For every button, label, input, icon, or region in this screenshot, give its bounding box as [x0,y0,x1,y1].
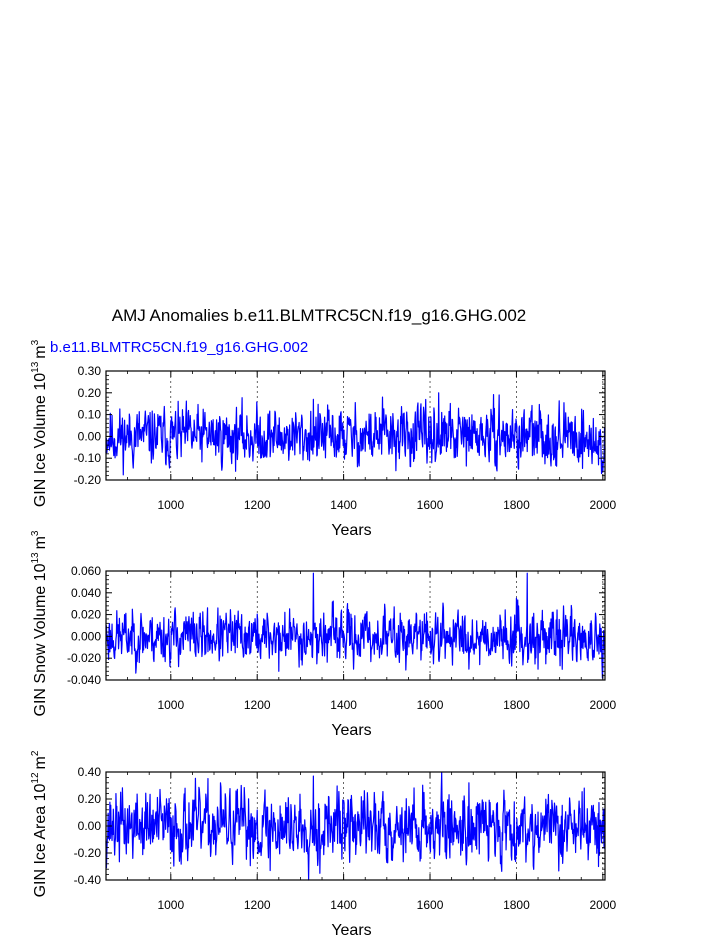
x-tick-label: 1200 [244,698,271,712]
y-tick-label: 0.060 [71,564,101,578]
x-tick-label: 1400 [330,498,357,512]
y-tick-label: 0.00 [78,429,102,443]
x-tick-label: 1800 [503,898,530,912]
y-tick-label: 0.20 [78,386,102,400]
y-axis-label: GIN Snow Volume 1013m3 [30,530,49,716]
x-tick-label: 1000 [157,898,184,912]
x-tick-label: 1800 [503,498,530,512]
x-tick-label: 1200 [244,898,271,912]
y-axis-label: GIN Ice Volume 1013m3 [30,339,49,507]
series-line-snow-volume [105,572,606,679]
plot-frame [105,370,606,481]
y-tick-label: 0.10 [78,408,102,422]
y-tick-label: 0.30 [78,364,102,378]
x-tick-label: 1000 [157,698,184,712]
x-tick-label: 1800 [503,698,530,712]
y-tick-label: 0.020 [71,608,101,622]
y-tick-label: 0.40 [78,765,102,779]
y-tick-label: -0.020 [67,651,101,665]
y-axis-label: GIN Ice Area 1012m2 [30,750,49,897]
series-line-ice-area [105,771,606,881]
x-tick-label: 2000 [589,498,616,512]
x-axis-label: Years [331,522,371,539]
panel-ice-area: -0.40 -0.20 0.00 0.20 0.40 1000 1200 1400 1600 18… [30,750,617,935]
x-tick-label: 2000 [589,698,616,712]
y-tick-label: 0.20 [78,792,102,806]
plot-frame [105,570,606,681]
panels: -0.20 -0.10 0.00 0.10 0.20 0.30 1000 1200 1400 16… [30,339,617,935]
figure-title: AMJ Anomalies b.e11.BLMTRC5CN.f19_g16.GH… [112,306,527,325]
panel-snow-volume: -0.040 -0.020 0.000 0.020 0.040 0.060 1000 1200… [30,530,617,739]
y-tick-label: -0.20 [74,473,102,487]
y-tick-label: -0.40 [74,873,102,887]
x-tick-label: 1400 [330,698,357,712]
legend-label: b.e11.BLMTRC5CN.f19_g16.GHG.002 [50,339,308,356]
panel-ice-volume: -0.20 -0.10 0.00 0.10 0.20 0.30 1000 1200 1400 16… [30,339,617,539]
y-tick-label: -0.10 [74,451,102,465]
x-tick-label: 1600 [417,698,444,712]
x-tick-label: 1000 [157,498,184,512]
y-tick-label: -0.20 [74,846,102,860]
x-tick-label: 1600 [417,898,444,912]
y-tick-label: 0.040 [71,586,101,600]
x-axis-label: Years [331,922,371,935]
x-tick-label: 1600 [417,498,444,512]
x-tick-label: 1200 [244,498,271,512]
x-axis-label: Years [331,722,371,739]
x-tick-label: 2000 [589,898,616,912]
y-tick-label: -0.040 [67,673,101,687]
x-tick-label: 1400 [330,898,357,912]
series-line-ice-volume [105,392,606,476]
y-tick-label: 0.00 [78,819,102,833]
y-tick-label: 0.000 [71,629,101,643]
